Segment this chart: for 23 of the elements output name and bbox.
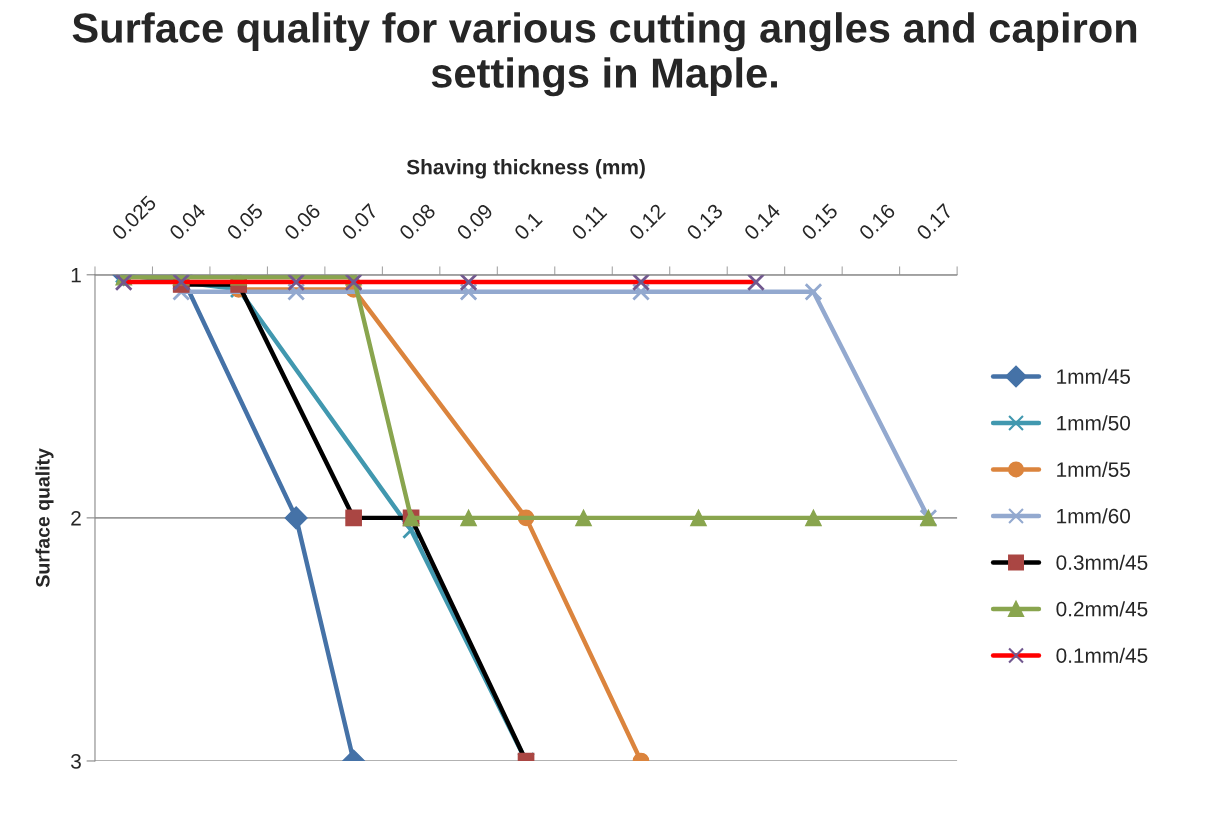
- y-axis-title: Surface quality: [35, 448, 54, 588]
- x-tick-label: 0.09: [455, 202, 494, 241]
- x-tick-label: 0.13: [685, 202, 724, 241]
- x-tick-label: 0.11: [570, 204, 608, 241]
- legend-label: 1mm/60: [1057, 508, 1131, 524]
- legend-label: 0.3mm/45: [1056, 554, 1148, 570]
- x-tick-label: 0.04: [168, 202, 207, 241]
- x-tick-label: 0.06: [283, 202, 322, 241]
- legend-label: 1mm/50: [1057, 415, 1131, 431]
- y-tick-label: 3: [71, 753, 81, 769]
- x-tick-label: 0.14: [743, 202, 782, 241]
- legend-label: 1mm/45: [1057, 368, 1130, 384]
- legend-label: 0.2mm/45: [1056, 601, 1148, 617]
- x-tick-label: 0.1: [513, 211, 543, 241]
- y-tick-label: 2: [71, 510, 81, 526]
- x-tick-label: 0.16: [858, 202, 897, 241]
- legend-label: 0.1mm/45: [1056, 647, 1148, 663]
- chart-title: Surface quality for various cutting angles and capiron settings in Maple.: [72, 12, 1137, 97]
- x-axis-title: Shaving thickness (mm): [406, 159, 645, 179]
- y-tick-label: 1: [71, 268, 81, 283]
- x-tick-label: 0.12: [628, 202, 667, 241]
- x-tick-label: 0.08: [398, 202, 437, 241]
- legend-label: 1mm/55: [1057, 461, 1130, 477]
